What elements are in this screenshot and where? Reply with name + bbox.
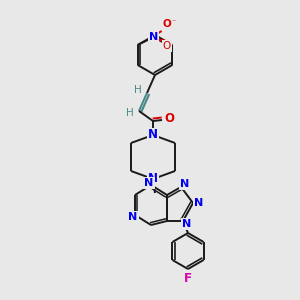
Text: O: O (164, 112, 174, 125)
Text: ⁻: ⁻ (172, 17, 176, 26)
Text: N: N (194, 198, 204, 208)
Text: N: N (180, 179, 190, 189)
Text: O: O (162, 19, 171, 29)
Text: N: N (148, 128, 158, 142)
Text: H: H (134, 85, 142, 95)
Text: O: O (163, 41, 171, 51)
Text: N: N (144, 178, 154, 188)
Text: F: F (184, 272, 192, 284)
Text: H: H (126, 108, 134, 118)
Text: N: N (149, 32, 158, 42)
Text: N: N (128, 212, 138, 222)
Text: N: N (182, 219, 192, 229)
Text: N: N (148, 172, 158, 185)
